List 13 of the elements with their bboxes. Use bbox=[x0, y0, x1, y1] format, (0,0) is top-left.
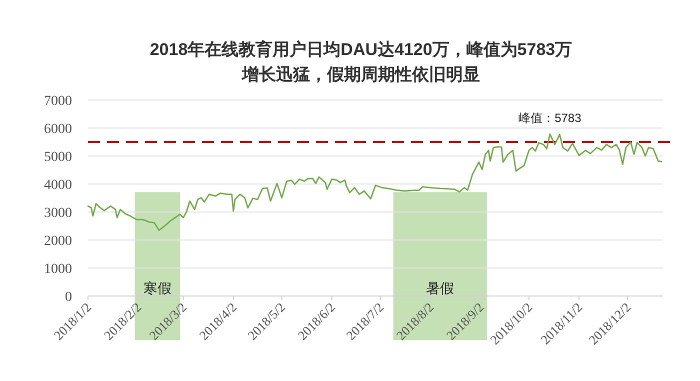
annotation: 峰值：5783 bbox=[518, 111, 582, 126]
y-tick-label: 3000 bbox=[44, 206, 72, 221]
chart-title: 2018年在线教育用户日均DAU达4120万，峰值为5783万 bbox=[150, 39, 572, 59]
y-tick-label: 0 bbox=[65, 290, 72, 305]
y-tick-label: 5000 bbox=[44, 150, 72, 165]
band-label: 暑假 bbox=[426, 280, 454, 296]
y-tick-label: 2000 bbox=[44, 234, 72, 249]
y-tick-label: 4000 bbox=[44, 178, 72, 193]
y-tick-label: 7000 bbox=[44, 94, 72, 109]
y-tick-label: 1000 bbox=[44, 262, 72, 277]
band-label: 寒假 bbox=[143, 280, 172, 296]
chart-subtitle: 增长迅猛，假期周期性依旧明显 bbox=[241, 65, 480, 84]
y-tick-label: 6000 bbox=[44, 122, 72, 137]
